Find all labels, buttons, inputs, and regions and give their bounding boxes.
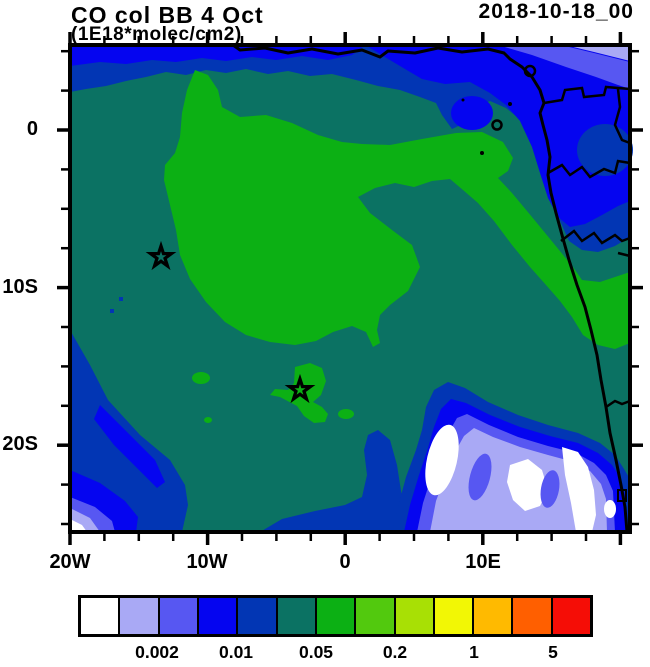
y-tick-label-10s: 10S <box>2 276 38 298</box>
country-border-angola-south <box>605 399 631 409</box>
colorbar-cell-violet <box>159 598 199 634</box>
contour-region-green-speck-2 <box>192 372 210 384</box>
country-border-congo <box>560 229 631 245</box>
colorbar-cell-teal <box>277 598 317 634</box>
colorbar-cell-darkblue <box>238 598 278 634</box>
contour-region-southeast-white-patch-4 <box>604 500 616 518</box>
contour-region-southwest-blue-streak <box>94 405 165 488</box>
contour-fill-layer <box>70 45 633 532</box>
star-marker-1 <box>145 240 177 271</box>
y-tick-label-0: 0 <box>26 118 38 140</box>
x-tick-label-10w: 10W <box>186 551 228 573</box>
country-border-north-vertical <box>613 88 631 145</box>
colorbar-cell-yellow <box>434 598 475 634</box>
island-annobon-dot <box>480 151 484 155</box>
plot-title: CO col BB 4 Oct <box>71 2 264 28</box>
colorbar-cell-green <box>316 598 357 634</box>
colorbar-cell-midgreen <box>356 598 396 634</box>
contour-region-southeast-white-patch-2 <box>507 459 548 511</box>
island-sao-tome <box>491 119 503 131</box>
colorbar-label-02: 0.2 <box>382 642 408 662</box>
island-small-dot <box>461 98 465 102</box>
x-tick-label-0: 0 <box>339 551 351 573</box>
colorbar-cell-blue <box>198 598 239 634</box>
contour-region-northeast-lavender-sliver <box>565 45 630 61</box>
map-frame <box>68 43 632 534</box>
contour-region-northeast-violet-wedge <box>498 45 630 89</box>
contour-region-southeast-violet-patch-1 <box>468 453 492 501</box>
colorbar-label-005: 0.05 <box>298 642 334 662</box>
colorbar-cell-yellowgreen <box>395 598 435 634</box>
contour-region-south-darkblue-column <box>260 430 411 532</box>
colorbar-label-5: 5 <box>548 642 558 662</box>
star-marker-2 <box>284 373 316 404</box>
marker-layer <box>145 240 316 404</box>
coastal-feature-box <box>617 489 627 502</box>
x-tick-label-10e: 10E <box>465 551 501 573</box>
coastline-layer <box>232 43 631 533</box>
contour-region-co-plume-green <box>164 70 630 349</box>
island-principe-dot <box>508 102 512 106</box>
colorbar-cell-orangeyellow <box>474 598 514 634</box>
contour-region-darkblue-speck-1 <box>119 297 123 301</box>
contour-region-darkblue-speck-2 <box>110 309 114 313</box>
colorbar <box>78 595 593 637</box>
contour-region-inland-darkblue-patch <box>577 124 633 176</box>
contour-region-southeast-white-patch-3 <box>562 447 596 532</box>
plot-units-subtitle: (1E18*molec/cm2) <box>71 24 242 45</box>
contour-map <box>57 32 643 545</box>
contour-region-southeast-white-patch-1 <box>425 424 459 496</box>
country-border-north <box>543 85 631 105</box>
contour-region-offshore-blue-blob <box>451 96 493 130</box>
contour-region-southwest-white-corner <box>70 519 87 532</box>
contour-region-southeast-violet-patch-2 <box>540 470 560 508</box>
contour-region-north-darkblue-band <box>70 45 630 252</box>
contour-region-green-speck-3 <box>204 417 212 423</box>
colorbar-cell-lavender <box>120 598 160 634</box>
colorbar-cell-white <box>81 598 121 634</box>
x-tick-label-20w: 20W <box>49 551 91 573</box>
island-bioko <box>523 64 537 78</box>
colorbar-cell-orange <box>513 598 553 634</box>
colorbar-label-001: 0.01 <box>218 642 254 662</box>
contour-region-green-speck-1 <box>338 409 354 419</box>
colorbar-cell-red <box>552 598 591 634</box>
contour-region-north-blue-strip <box>70 45 365 66</box>
colorbar-label-1: 1 <box>469 642 479 662</box>
y-tick-label-20s: 20S <box>2 433 38 455</box>
country-border-gabon <box>547 159 631 179</box>
plot-datetime: 2018-10-18_00 <box>478 0 634 23</box>
colorbar-label-0002: 0.002 <box>135 642 179 662</box>
africa-coastline <box>232 43 629 533</box>
